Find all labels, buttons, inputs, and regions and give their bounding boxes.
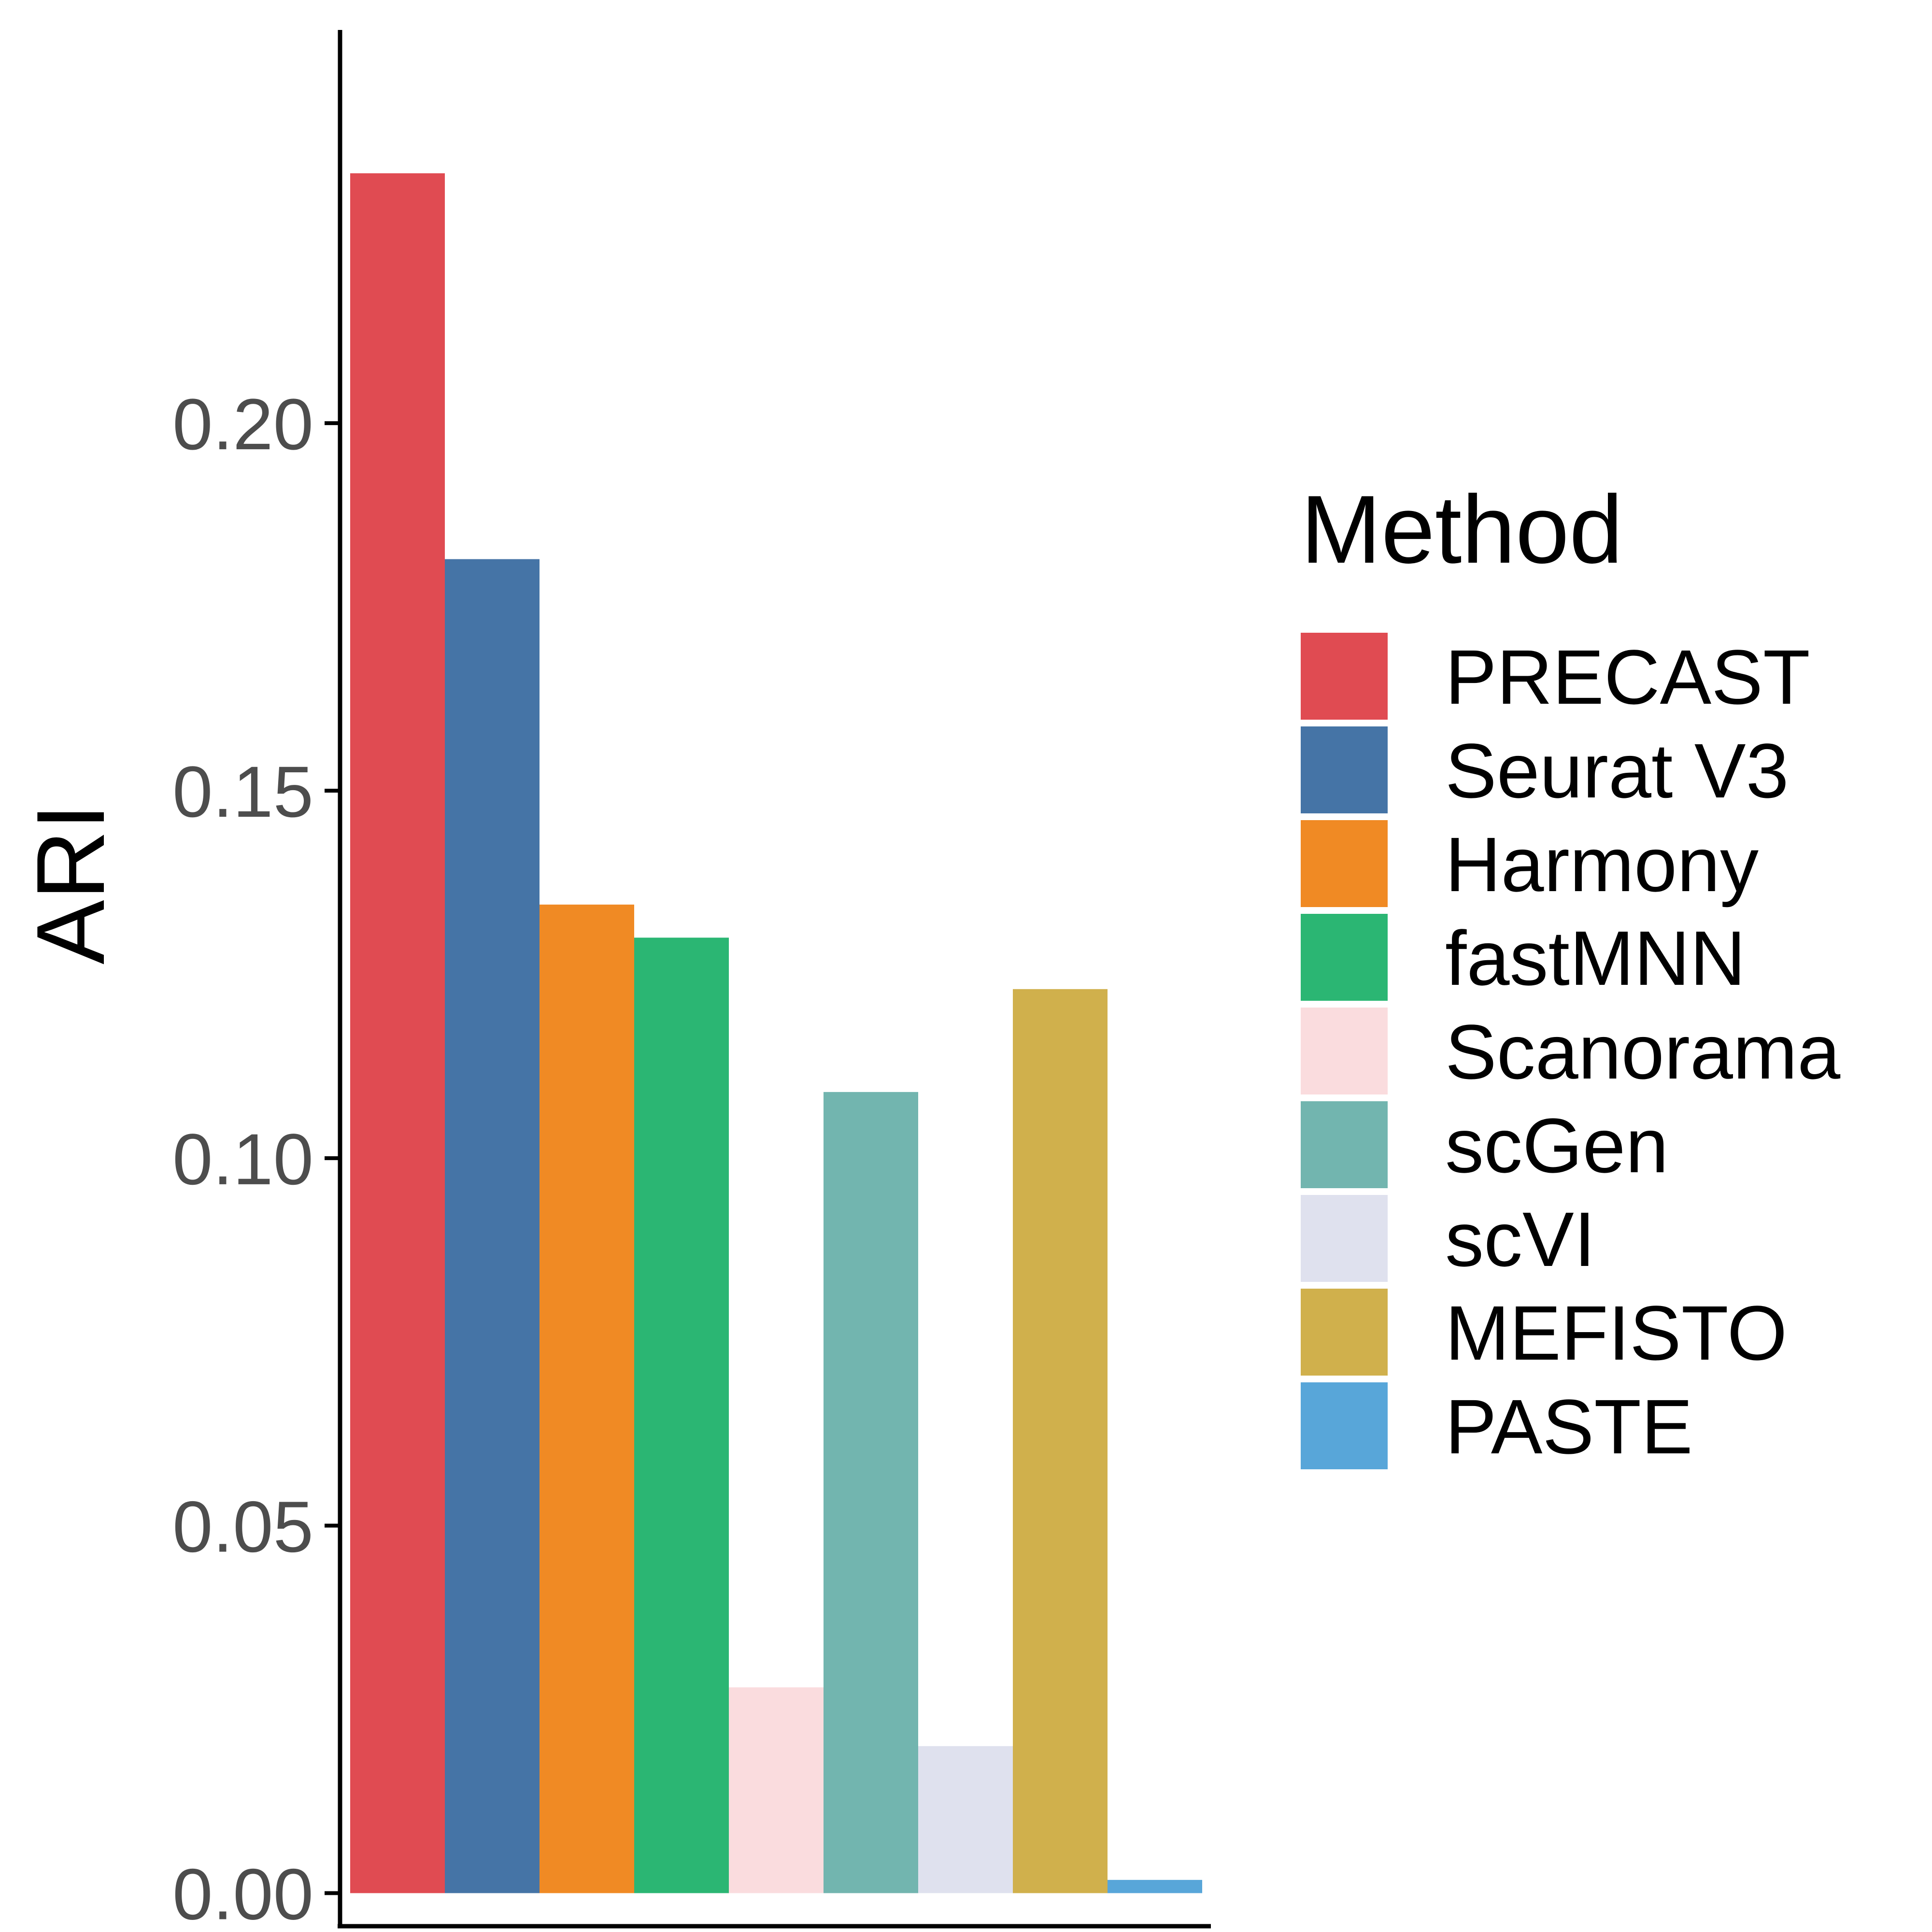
- y-tick-label: 0.10: [172, 1119, 313, 1200]
- legend-key-mefisto: [1301, 1289, 1388, 1376]
- axes-layer: [338, 30, 1211, 1929]
- bar-harmony: [540, 904, 634, 1893]
- legend-key-scvi: [1301, 1195, 1388, 1282]
- y-tick-label: 0.05: [172, 1486, 313, 1567]
- legend-key-scanorama: [1301, 1008, 1388, 1094]
- y-ticks-layer: 0.00 0.05 0.10 0.15 0.20: [172, 384, 340, 1932]
- legend-label: PASTE: [1445, 1383, 1693, 1470]
- legend-label: scGen: [1445, 1102, 1668, 1189]
- y-tick-label: 0.15: [172, 751, 313, 832]
- legend-label: MEFISTO: [1445, 1290, 1787, 1376]
- legend-label: Scanorama: [1445, 1009, 1840, 1095]
- y-axis-title: ARI: [17, 803, 125, 964]
- bar-fastmnn: [634, 938, 729, 1893]
- legend-title: Method: [1301, 476, 1623, 583]
- legend-label: scVI: [1445, 1196, 1595, 1282]
- legend-key-scgen: [1301, 1101, 1388, 1188]
- y-tick-label: 0.00: [172, 1854, 313, 1932]
- legend-key-harmony: [1301, 820, 1388, 907]
- legend-label: fastMNN: [1445, 915, 1746, 1001]
- bar-scvi: [918, 1746, 1013, 1893]
- legend-key-precast: [1301, 633, 1388, 720]
- legend-label: PRECAST: [1445, 634, 1810, 720]
- y-tick-label: 0.20: [172, 384, 313, 465]
- bar-scanorama: [729, 1687, 824, 1893]
- bar-mefisto: [1013, 989, 1108, 1893]
- bar-precast: [350, 173, 445, 1893]
- bar-paste: [1108, 1880, 1202, 1893]
- bar-scgen: [824, 1092, 918, 1893]
- legend-label: Seurat V3: [1445, 727, 1789, 814]
- bar-seurat-v3: [445, 559, 540, 1893]
- legend-key-paste: [1301, 1382, 1388, 1469]
- legend-key-seurat-v3: [1301, 726, 1388, 813]
- legend-key-fastmnn: [1301, 914, 1388, 1001]
- legend-label: Harmony: [1445, 821, 1759, 908]
- bars-layer: [350, 173, 1202, 1893]
